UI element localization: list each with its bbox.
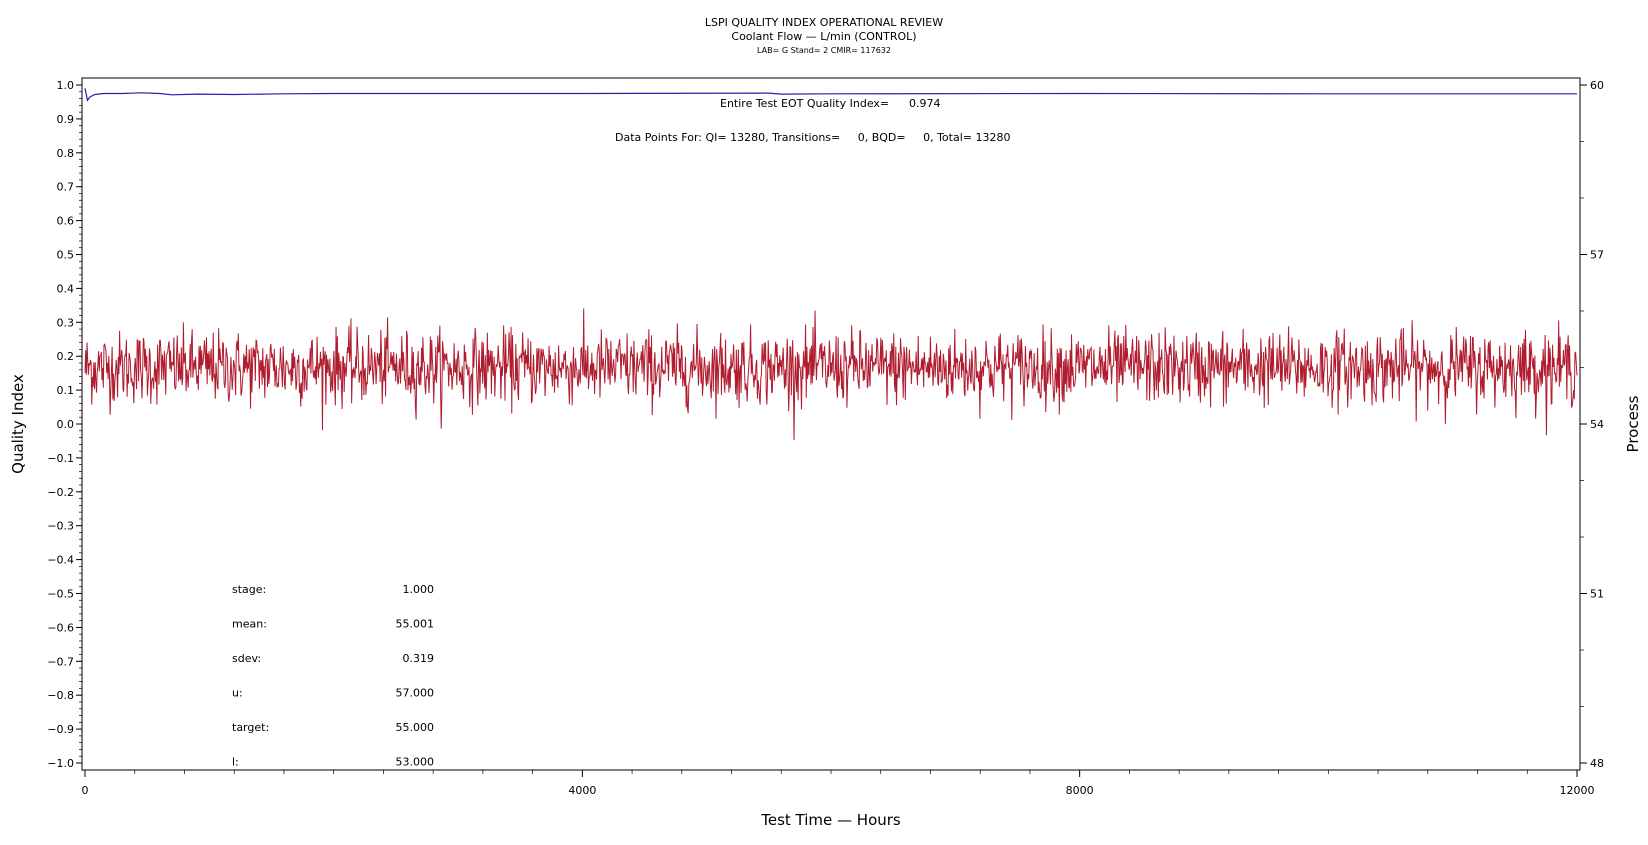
stat-label: mean: xyxy=(232,618,267,631)
stats-block: stage: 1.000 mean: 55.001 sdev: 0.319 u: 57.000… xyxy=(232,583,434,769)
y2-tick-label: 51 xyxy=(1590,588,1604,601)
y-axis-right-ticks: 60 57 54 51 48 xyxy=(1580,79,1604,770)
y2-tick-label: 54 xyxy=(1590,418,1604,431)
chart-title: LSPI QUALITY INDEX OPERATIONAL REVIEW xyxy=(705,16,943,29)
y-tick-label: 0.1 xyxy=(57,384,75,397)
y-tick-label: 0.6 xyxy=(57,215,75,228)
y-tick-label: −0.8 xyxy=(47,689,74,702)
y-tick-label: −0.1 xyxy=(47,452,74,465)
y-tick-label: −0.9 xyxy=(47,723,74,736)
x-axis-label: Test Time — Hours xyxy=(760,811,901,829)
stat-value: 57.000 xyxy=(396,687,435,700)
y-tick-label: −0.6 xyxy=(47,621,74,634)
y-tick-label: 0.9 xyxy=(57,113,75,126)
x-axis-ticks: 0 4000 8000 12000 xyxy=(82,770,1595,797)
stat-value: 0.319 xyxy=(403,652,435,665)
stat-value: 55.001 xyxy=(396,618,435,631)
x-tick-label: 8000 xyxy=(1066,784,1094,797)
y-tick-label: 0.0 xyxy=(57,418,75,431)
y-tick-label: 0.8 xyxy=(57,147,75,160)
y-tick-label: −0.4 xyxy=(47,554,74,567)
stat-value: 53.000 xyxy=(396,756,435,769)
x-tick-label: 0 xyxy=(82,784,89,797)
x-tick-label: 12000 xyxy=(1560,784,1595,797)
y-axis-label: Quality Index xyxy=(9,374,27,474)
y-tick-label: −0.2 xyxy=(47,486,74,499)
quality-index-annotation-label: Entire Test EOT Quality Index= xyxy=(720,97,889,110)
y-tick-label: 0.4 xyxy=(57,282,75,295)
process-trace xyxy=(84,308,1578,440)
y-tick-label: −0.5 xyxy=(47,588,74,601)
stat-label: l: xyxy=(232,756,239,769)
y-tick-label: 0.2 xyxy=(57,350,75,363)
y-axis-left-ticks: 1.0 0.9 0.8 0.7 0.6 0.5 0.4 0.3 0.2 0.1 0.0 −0.1 −0.… xyxy=(47,79,82,770)
y2-tick-label: 60 xyxy=(1590,79,1604,92)
y2-tick-label: 48 xyxy=(1590,757,1604,770)
quality-index-series-line xyxy=(84,88,1577,102)
y-tick-label: −1.0 xyxy=(47,757,74,770)
process-series-line xyxy=(84,308,1578,440)
stat-label: target: xyxy=(232,721,269,734)
y2-tick-label: 57 xyxy=(1590,249,1604,262)
stat-label: sdev: xyxy=(232,652,261,665)
y-tick-label: 0.3 xyxy=(57,316,75,329)
stat-label: u: xyxy=(232,687,243,700)
chart-subsubtitle: LAB= G Stand= 2 CMIR= 117632 xyxy=(757,46,891,55)
y-tick-label: 1.0 xyxy=(57,79,75,92)
chart-subtitle: Coolant Flow — L/min (CONTROL) xyxy=(731,30,916,43)
y-tick-label: −0.3 xyxy=(47,520,74,533)
stat-value: 1.000 xyxy=(403,583,435,596)
quality-index-line-group xyxy=(84,88,1577,102)
y-tick-label: 0.5 xyxy=(57,249,75,262)
plot-frame xyxy=(81,77,1581,771)
y2-axis-label: Process xyxy=(1624,395,1642,452)
data-points-annotation: Data Points For: QI= 13280, Transitions=… xyxy=(615,131,1010,144)
x-tick-label: 4000 xyxy=(568,784,596,797)
stat-value: 55.000 xyxy=(396,721,435,734)
quality-index-annotation-value: 0.974 xyxy=(909,97,941,110)
stat-label: stage: xyxy=(232,583,266,596)
y-tick-label: −0.7 xyxy=(47,655,74,668)
y-tick-label: 0.7 xyxy=(57,181,75,194)
